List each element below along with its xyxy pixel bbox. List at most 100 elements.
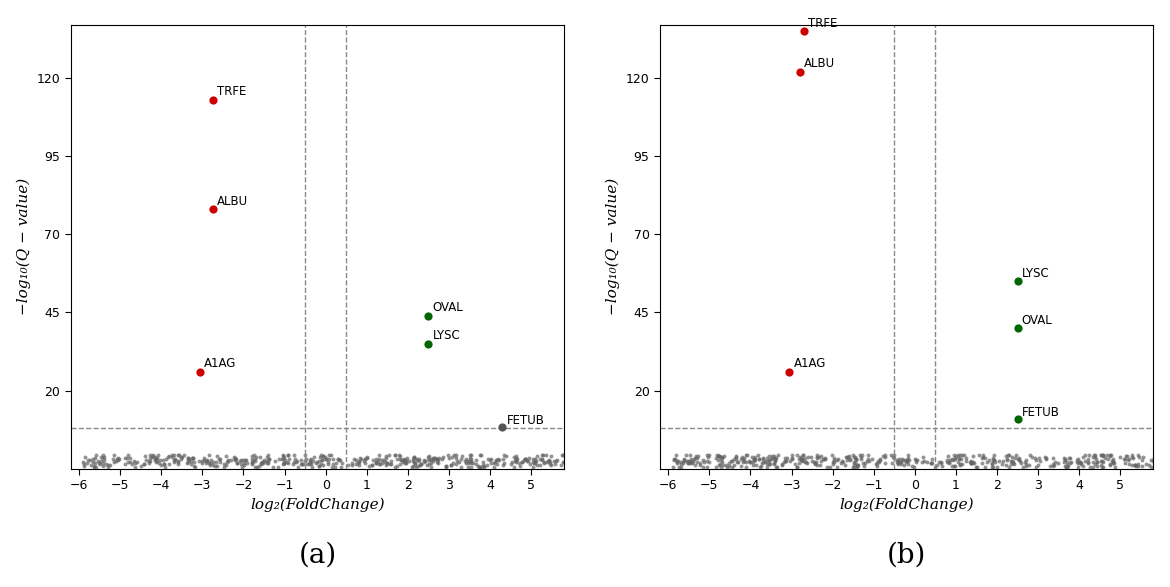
Point	[888, 457, 907, 466]
Point	[514, 457, 532, 467]
Point	[787, 463, 806, 472]
Point	[467, 460, 486, 469]
Point	[765, 451, 784, 460]
X-axis label: log₂(FoldChange): log₂(FoldChange)	[839, 498, 973, 512]
Point	[356, 454, 374, 464]
Point	[962, 458, 980, 468]
Point	[749, 451, 768, 460]
Point	[284, 450, 303, 460]
Point	[417, 457, 435, 466]
Point	[453, 451, 472, 461]
Point	[324, 454, 343, 464]
Point	[397, 458, 415, 467]
Point	[1054, 457, 1073, 467]
Point	[259, 450, 277, 460]
Point	[710, 460, 729, 469]
Point	[715, 451, 734, 461]
Point	[441, 460, 460, 470]
Point	[783, 450, 801, 460]
Point	[1072, 458, 1090, 467]
Point	[686, 453, 704, 463]
Point	[1006, 453, 1025, 463]
Point	[275, 458, 294, 467]
Text: (a): (a)	[298, 542, 337, 569]
Point	[530, 454, 549, 464]
Point	[973, 453, 992, 463]
Point	[1104, 454, 1123, 463]
Point	[82, 460, 101, 470]
Point	[667, 458, 686, 467]
Point	[301, 455, 319, 464]
Point	[397, 457, 415, 467]
Point	[954, 460, 972, 469]
Point	[807, 450, 826, 460]
Point	[140, 456, 159, 465]
Point	[764, 459, 783, 468]
Point	[425, 453, 443, 463]
Point	[1017, 459, 1035, 468]
Point	[99, 461, 118, 470]
Point	[311, 459, 330, 468]
Point	[126, 463, 145, 472]
Point	[254, 459, 273, 468]
Point	[551, 461, 570, 470]
Point	[734, 453, 752, 463]
Point	[204, 95, 222, 104]
Point	[412, 459, 431, 468]
Point	[1142, 463, 1161, 472]
Point	[118, 453, 137, 463]
Point	[804, 457, 823, 466]
Point	[928, 460, 947, 470]
Point	[502, 457, 521, 467]
Point	[387, 461, 406, 471]
Point	[198, 456, 216, 465]
Point	[1044, 453, 1062, 463]
Point	[257, 456, 276, 465]
Point	[1117, 452, 1136, 461]
Point	[442, 452, 461, 461]
Point	[913, 457, 931, 466]
Point	[548, 456, 566, 465]
Point	[766, 463, 785, 472]
Point	[105, 458, 124, 467]
Point	[555, 450, 573, 460]
Point	[287, 457, 305, 466]
Point	[750, 454, 769, 464]
Point	[983, 454, 1002, 463]
Point	[516, 454, 535, 464]
Point	[378, 459, 397, 468]
Point	[838, 453, 856, 462]
Point	[415, 456, 434, 465]
Point	[892, 457, 910, 467]
Point	[275, 458, 294, 467]
Point	[407, 462, 426, 471]
Point	[426, 453, 445, 463]
Point	[894, 456, 913, 465]
Point	[81, 456, 99, 465]
Point	[521, 459, 539, 468]
Point	[526, 456, 545, 465]
Point	[165, 457, 184, 467]
Point	[275, 455, 294, 464]
Point	[553, 457, 572, 467]
Point	[472, 462, 490, 471]
Point	[329, 454, 347, 463]
Point	[794, 450, 813, 460]
Point	[326, 458, 345, 468]
Point	[477, 460, 496, 470]
Point	[1119, 456, 1137, 465]
Point	[479, 454, 497, 464]
Point	[1086, 450, 1104, 460]
Point	[422, 462, 441, 471]
Point	[457, 456, 476, 465]
Point	[268, 462, 287, 471]
Point	[385, 451, 404, 460]
Point	[303, 456, 322, 465]
Point	[796, 458, 814, 467]
Point	[510, 461, 529, 470]
Point	[487, 456, 505, 465]
Point	[931, 458, 950, 467]
Point	[518, 456, 537, 465]
Point	[330, 456, 349, 465]
Point	[535, 457, 553, 467]
